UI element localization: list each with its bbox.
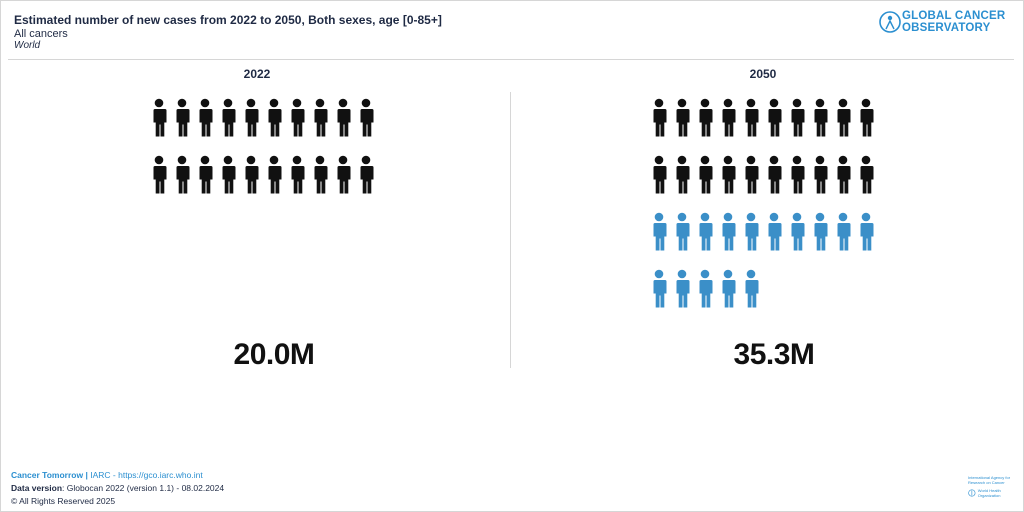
pictogram-2050 [653,98,874,308]
person-icon-increase [722,269,736,308]
person-icon-baseline [768,98,782,137]
logo-line-1: GLOBAL CANCER [902,10,1006,22]
person-icon-baseline [268,155,282,194]
header-divider [8,59,1014,60]
person-icon-baseline [360,155,374,194]
person-icon-baseline [199,155,213,194]
column-divider [510,92,511,368]
person-icon-baseline [153,155,167,194]
person-icon-baseline [222,155,236,194]
person-icon-baseline [814,155,828,194]
person-icon-baseline [245,98,259,137]
person-icon-baseline [314,98,328,137]
year-label-2022: 2022 [243,67,271,81]
person-icon-baseline [745,155,759,194]
region-label: World [14,40,41,51]
person-icon-baseline [676,155,690,194]
chart-subtitle: All cancers [14,28,68,40]
person-icon-baseline [699,155,713,194]
logo-line-2: OBSERVATORY [902,22,991,34]
gco-logo-text: GLOBAL CANCER OBSERVATORY [902,10,1005,34]
person-icon-baseline [176,155,190,194]
person-icon-baseline [860,155,874,194]
person-icon-increase [699,269,713,308]
person-icon-baseline [722,155,736,194]
person-icon-baseline [222,98,236,137]
person-icon-baseline [676,98,690,137]
total-label-2022: 20.0M [233,338,315,371]
person-icon-baseline [314,155,328,194]
footer-source: Cancer Tomorrow | IARC - https://gco.iar… [11,470,203,480]
footer-data-version: Data version: Globocan 2022 (version 1.1… [11,483,224,493]
person-icon-increase [814,212,828,251]
person-icon-baseline [860,98,874,137]
person-icon-increase [745,212,759,251]
footer-tool: Cancer Tomorrow [11,470,84,480]
person-icon-baseline [245,155,259,194]
person-icon-baseline [337,155,351,194]
person-icon-increase [653,212,667,251]
person-icon-baseline [791,98,805,137]
total-label-2050: 35.3M [733,338,815,371]
footer-link[interactable]: IARC - https://gco.iarc.who.int [90,470,203,480]
who-logo-text: World Health Organization [977,488,1001,498]
iarc-logo-text: International Agency for Research on Can… [968,475,1011,485]
pictogram-2022 [153,98,374,194]
person-icon-baseline [837,98,851,137]
data-version-label: Data version [11,483,63,493]
person-icon-increase [860,212,874,251]
person-icon-baseline [291,98,305,137]
gco-logo [879,11,901,33]
person-icon-increase [653,269,667,308]
person-icon-baseline [745,98,759,137]
person-icon-baseline [653,98,667,137]
footer-rights: © All Rights Reserved 2025 [11,496,116,506]
person-icon-baseline [768,155,782,194]
person-icon-baseline [360,98,374,137]
iarc-logo: International Agency for Research on Can… [968,475,1014,498]
chart-title: Estimated number of new cases from 2022 … [14,13,442,27]
who-emblem-icon [968,489,976,497]
person-icon-increase [722,212,736,251]
person-icon-baseline [337,98,351,137]
person-icon-increase [676,212,690,251]
year-label-2050: 2050 [749,67,777,81]
person-icon-baseline [699,98,713,137]
person-icon-baseline [291,155,305,194]
person-icon-increase [791,212,805,251]
person-icon-increase [837,212,851,251]
person-icon-baseline [837,155,851,194]
person-icon-increase [676,269,690,308]
person-icon-baseline [814,98,828,137]
person-icon-baseline [722,98,736,137]
person-icon-baseline [199,98,213,137]
person-icon-baseline [791,155,805,194]
person-icon-increase [768,212,782,251]
person-icon-baseline [176,98,190,137]
person-icon-increase [745,269,759,308]
data-version-value: : Globocan 2022 (version 1.1) - 08.02.20… [62,483,225,493]
person-icon-baseline [653,155,667,194]
person-icon-baseline [268,98,282,137]
person-icon-increase [699,212,713,251]
person-icon-baseline [153,98,167,137]
footer-sep: | [85,470,88,480]
